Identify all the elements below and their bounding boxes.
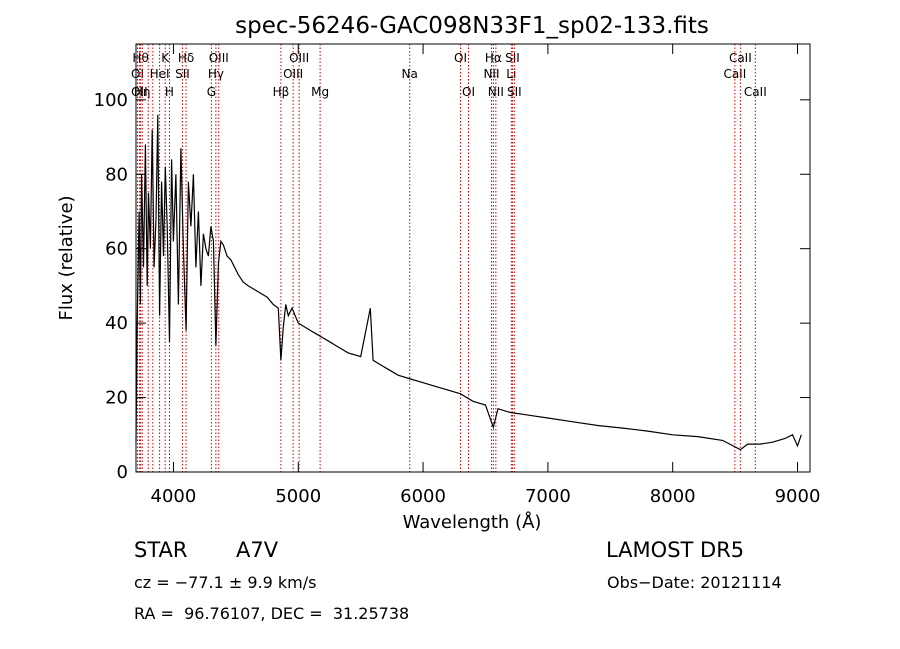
y-axis-ticks: 0 20 40 60 80 100 [94,90,810,483]
line-label: OIII [283,67,303,81]
object-class: A7V [236,538,279,562]
x-tick-label: 9000 [775,486,821,507]
line-label: NII [488,85,504,99]
ra-dec-coordinates: RA = 96.76107, DEC = 31.25738 [134,604,410,623]
x-tick-label: 5000 [275,486,321,507]
object-type: STAR [134,538,188,562]
line-label: Hη [134,85,151,99]
line-label: OIII [289,51,309,65]
chart-title: spec-56246-GAC098N33F1_sp02-133.fits [235,13,709,39]
y-axis-label: Flux (relative) [56,195,77,320]
y-tick-label: 20 [105,388,128,409]
line-label: Li [506,67,516,81]
line-label: H [165,85,174,99]
line-label: SII [175,67,190,81]
line-label: NII [483,67,499,81]
plot-frame [135,43,811,473]
line-label: OI [462,85,475,99]
line-label: G [207,85,216,99]
line-label: Hθ [132,51,148,65]
redshift-cz: cz = −77.1 ± 9.9 km/s [134,573,317,592]
spectrum-chart: spec-56246-GAC098N33F1_sp02-133.fits OI O… [56,13,821,533]
line-label: Mg [311,85,329,99]
line-label: OIII [209,51,229,65]
x-axis-ticks: 4000 5000 6000 7000 8000 9000 [151,44,821,507]
spectrum-series [135,114,802,451]
line-label: Hβ [273,85,290,99]
x-tick-label: 4000 [151,486,197,507]
line-label: SII [507,85,522,99]
x-tick-label: 6000 [400,486,446,507]
y-tick-label: 60 [105,239,128,260]
line-label: SII [505,51,520,65]
line-label: CaII [744,85,767,99]
line-label: HeI [150,67,170,81]
line-label: OII [131,85,148,99]
line-label: Na [402,67,418,81]
x-tick-label: 7000 [525,486,571,507]
y-tick-label: 80 [105,164,128,185]
line-label: Hγ [208,67,224,81]
x-axis-label: Wavelength (Å) [403,511,542,533]
survey-name: LAMOST DR5 [606,538,745,562]
spectral-line-markers: OIOIIHθHηHeIKHSIIHδGHγOIIIHβOIIIOIIIMgNa… [131,44,767,472]
line-label: CaII [723,67,746,81]
line-label: CaII [729,51,752,65]
line-label: Hδ [178,51,194,65]
x-tick-label: 8000 [650,486,696,507]
observation-date: Obs−Date: 20121114 [607,573,782,592]
y-tick-label: 0 [117,462,128,483]
spectrum-line [135,114,802,451]
y-tick-label: 100 [94,90,128,111]
line-label: OI [454,51,467,65]
line-label: OI [131,67,144,81]
line-label: Hα [485,51,502,65]
line-label: K [161,51,170,65]
y-tick-label: 40 [105,313,128,334]
